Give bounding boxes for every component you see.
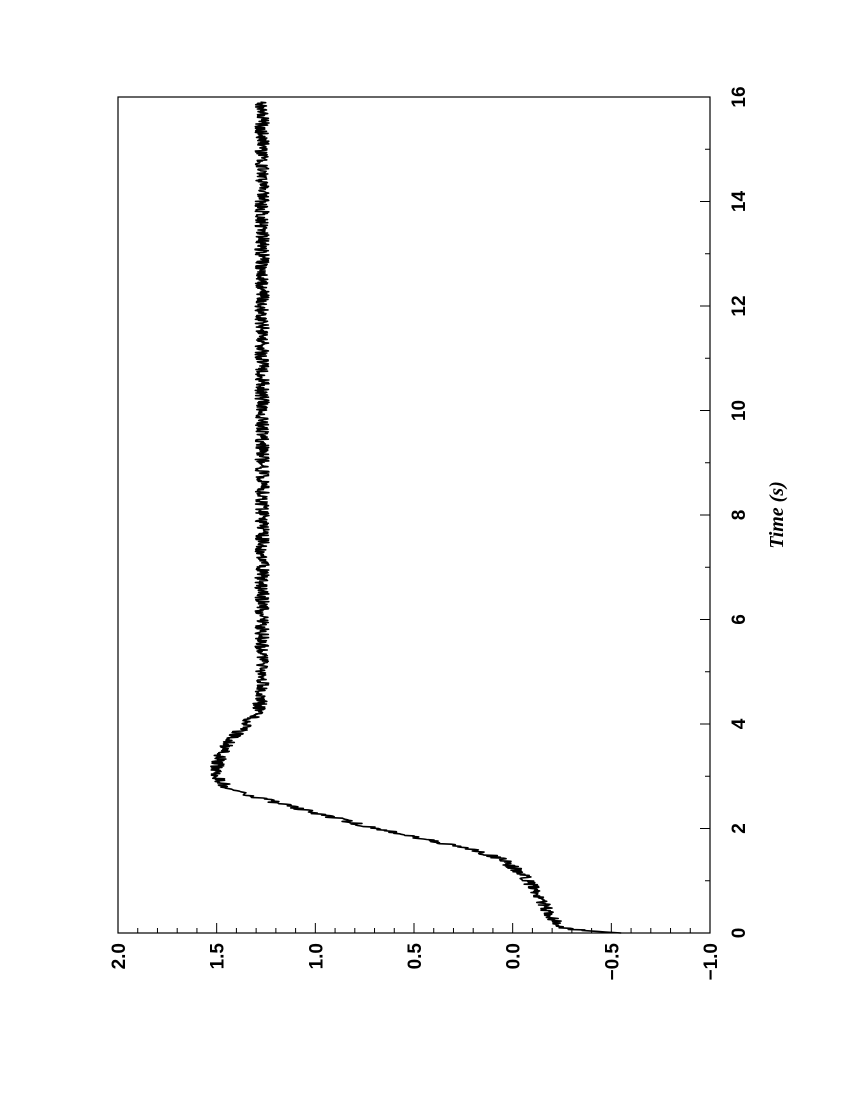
x-tick-label: 10 xyxy=(729,400,750,421)
x-tick-label: 4 xyxy=(729,718,750,729)
y-tick-label: −1.0 xyxy=(701,943,722,981)
y-tick-label: 2.0 xyxy=(109,943,130,969)
plot-frame xyxy=(117,96,711,934)
x-tick-label: 16 xyxy=(729,86,750,107)
y-tick-label: 0.0 xyxy=(504,943,525,969)
x-tick-label: 0 xyxy=(729,928,750,939)
series-line xyxy=(210,101,622,934)
y-tick-label: 0.5 xyxy=(405,943,426,970)
y-tick-label: 1.5 xyxy=(208,943,229,970)
y-tick-label: −0.5 xyxy=(602,943,623,981)
tick-labels: 0 2 4 6 8 10 12 14 16 −1.0 −0.5 0.0 0.5 1.0 1.5 2.0 xyxy=(109,86,750,980)
x-tick-label: 2 xyxy=(729,823,750,834)
x-tick-label: 12 xyxy=(729,295,750,316)
x-tick-label: 8 xyxy=(729,510,750,521)
y-tick-label: 1.0 xyxy=(306,943,327,969)
ticks xyxy=(117,96,711,934)
x-tick-label: 6 xyxy=(729,614,750,625)
x-axis-title: Time (s) xyxy=(766,481,788,549)
x-tick-label: 14 xyxy=(729,191,750,213)
